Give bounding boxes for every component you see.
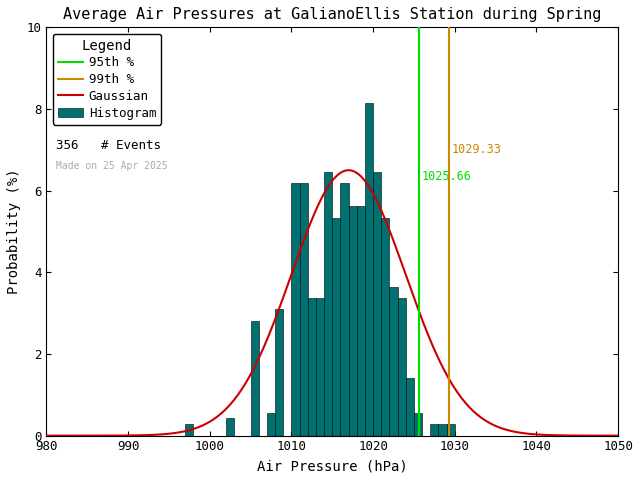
Bar <box>397 298 406 436</box>
Bar <box>300 183 308 436</box>
Y-axis label: Probability (%): Probability (%) <box>7 168 21 294</box>
Bar <box>250 321 259 436</box>
Text: Made on 25 Apr 2025: Made on 25 Apr 2025 <box>56 161 168 171</box>
Bar <box>316 298 324 436</box>
Bar <box>185 424 193 436</box>
Bar <box>324 172 332 436</box>
Title: Average Air Pressures at GalianoEllis Station during Spring: Average Air Pressures at GalianoEllis St… <box>63 7 602 22</box>
Bar <box>267 413 275 436</box>
Bar <box>373 172 381 436</box>
Bar <box>356 206 365 436</box>
X-axis label: Air Pressure (hPa): Air Pressure (hPa) <box>257 459 408 473</box>
Bar <box>389 287 397 436</box>
Bar <box>349 206 356 436</box>
Bar <box>430 424 438 436</box>
Bar <box>414 413 422 436</box>
Bar <box>275 310 284 436</box>
Bar <box>406 378 414 436</box>
Bar <box>226 419 234 436</box>
Legend: 95th %, 99th %, Gaussian, Histogram: 95th %, 99th %, Gaussian, Histogram <box>52 34 161 124</box>
Bar <box>365 103 373 436</box>
Bar <box>447 424 454 436</box>
Bar <box>438 424 447 436</box>
Bar <box>332 217 340 436</box>
Bar <box>308 298 316 436</box>
Bar <box>291 183 300 436</box>
Text: 356   # Events: 356 # Events <box>56 139 161 152</box>
Text: 1025.66: 1025.66 <box>422 170 472 183</box>
Bar <box>340 183 349 436</box>
Bar <box>381 217 389 436</box>
Text: 1029.33: 1029.33 <box>452 144 502 156</box>
